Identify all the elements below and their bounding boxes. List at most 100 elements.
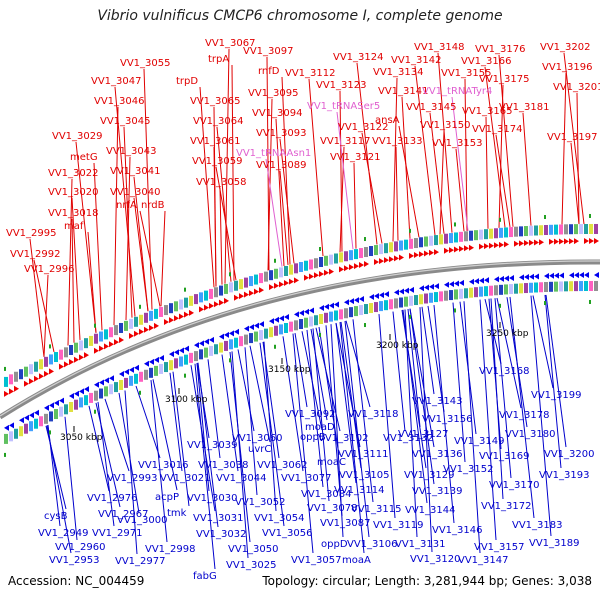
reverse-gene-arrow xyxy=(4,424,9,431)
reverse-gene-arrow xyxy=(549,272,554,279)
gene-label: moaD xyxy=(305,422,335,433)
scale-marks: 3050 kbp 3100 kbp 3150 kbp 3200 kbp 3250 kbp xyxy=(60,322,529,443)
reverse-annotation-block xyxy=(409,295,413,306)
reverse-annotation-block xyxy=(324,312,328,323)
gene-label: VV1_3000 xyxy=(117,515,168,526)
leader-line xyxy=(104,398,130,472)
leader-line xyxy=(213,146,217,287)
forward-annotation-block xyxy=(399,240,403,251)
forward-gene-arrow xyxy=(179,313,184,320)
reverse-gene-arrow xyxy=(24,414,29,421)
reverse-annotation-block xyxy=(144,369,148,380)
reverse-annotation-block xyxy=(464,288,468,299)
gene-label: VV1_3065 xyxy=(190,96,241,107)
reverse-gene-arrow xyxy=(479,277,484,284)
forward-gene-arrow xyxy=(64,361,69,368)
rna-label: VV1_tRNASer5 xyxy=(307,101,380,112)
reverse-annotation-block xyxy=(564,281,568,292)
forward-annotation-block xyxy=(444,233,448,244)
leader-line xyxy=(344,320,370,538)
gene-label: VV1_3043 xyxy=(106,146,157,157)
gene-label: VV1_3030 xyxy=(187,493,238,504)
reverse-gene-arrow xyxy=(184,345,189,352)
leader-line xyxy=(124,390,138,555)
forward-annotation-block xyxy=(9,374,13,385)
gene-label: VV1_3120 xyxy=(410,554,461,565)
forward-gene-arrow xyxy=(309,273,314,280)
reverse-annotation-block xyxy=(279,324,283,335)
gene-label: VV1_3044 xyxy=(216,473,267,484)
leader-line xyxy=(498,54,514,227)
reverse-gene-arrow xyxy=(559,272,564,279)
forward-gene-arrow xyxy=(349,264,354,271)
reverse-gene-arrow xyxy=(399,288,404,295)
gene-label: acpP xyxy=(155,492,179,503)
forward-gene-arrow xyxy=(394,255,399,262)
gene-label: VV1_3132 xyxy=(383,433,434,444)
reverse-gene-arrow xyxy=(9,422,14,429)
forward-annotation-block xyxy=(64,347,68,358)
reverse-gene-arrow xyxy=(449,281,454,288)
reverse-annotation-block xyxy=(444,290,448,301)
leader-line xyxy=(570,142,580,225)
leader-line xyxy=(352,319,374,503)
gene-label: VV1_3106 xyxy=(347,539,398,550)
forward-annotation-block xyxy=(354,249,358,260)
reverse-gene-arrow xyxy=(54,400,59,407)
reverse-annotation-block xyxy=(314,315,318,326)
forward-annotation-block xyxy=(179,299,183,310)
reverse-annotation-block xyxy=(249,333,253,344)
reverse-gene-arrow xyxy=(494,276,499,283)
reverse-gene-arrow xyxy=(319,305,324,312)
reverse-annotation-block xyxy=(174,358,178,369)
forward-gene-arrow xyxy=(59,363,64,370)
leader-line xyxy=(133,197,149,312)
leader-line xyxy=(427,305,445,413)
gene-label: VV1_3199 xyxy=(531,390,582,401)
reverse-gene-arrow xyxy=(334,301,339,308)
gene-label: VV1_3144 xyxy=(405,505,456,516)
reverse-annotation-block xyxy=(39,416,43,427)
reverse-annotation-block xyxy=(99,388,103,399)
leader-line xyxy=(532,295,554,389)
reverse-annotation-block xyxy=(69,401,73,412)
leader-line xyxy=(576,92,580,225)
gene-label: VV1_3201 xyxy=(553,82,600,93)
scale-label: 3150 kbp xyxy=(268,365,311,375)
marker-tick xyxy=(319,247,321,252)
reverse-annotation-block xyxy=(284,322,288,333)
reverse-annotation-block xyxy=(164,362,168,373)
forward-annotation-block xyxy=(234,280,238,291)
reverse-annotation-block xyxy=(204,347,208,358)
gene-label: VV1_3029 xyxy=(52,131,103,142)
forward-annotation-block xyxy=(144,312,148,323)
leader-line xyxy=(395,146,399,241)
gene-label: VV1_3102 xyxy=(318,433,369,444)
reverse-gene-arrow xyxy=(219,333,224,340)
leader-line xyxy=(294,332,308,408)
gene-label: VV1_3032 xyxy=(196,529,247,540)
forward-gene-arrow xyxy=(144,326,149,333)
leader-line xyxy=(231,351,249,559)
reverse-gene-arrow xyxy=(149,358,154,365)
leader-line xyxy=(199,86,215,288)
reverse-gene-arrow xyxy=(254,322,259,329)
reverse-gene-arrow xyxy=(329,302,334,309)
reverse-gene-arrow xyxy=(19,417,24,424)
gene-label: VV1_2993 xyxy=(107,473,158,484)
forward-annotation-block xyxy=(469,230,473,241)
gene-label: oppB xyxy=(300,432,326,443)
reverse-gene-arrow xyxy=(179,347,184,354)
forward-gene-arrow xyxy=(224,297,229,304)
reverse-annotation-block xyxy=(34,418,38,429)
forward-annotation-block xyxy=(549,224,553,235)
leader-line xyxy=(479,299,497,541)
leader-line xyxy=(490,298,504,500)
forward-annotation-block xyxy=(254,274,258,285)
reverse-gene-arrow xyxy=(134,364,139,371)
reverse-annotation-block xyxy=(219,342,223,353)
forward-annotation-block xyxy=(119,322,123,333)
reverse-gene-arrow xyxy=(174,349,179,356)
forward-annotation-block xyxy=(539,225,543,236)
leader-line xyxy=(339,90,343,252)
